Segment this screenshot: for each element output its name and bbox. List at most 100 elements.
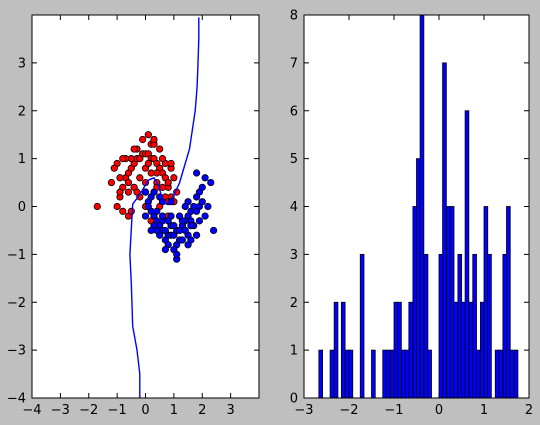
histogram-bar: [348, 349, 354, 399]
histogram-bar: [393, 301, 399, 399]
class1-point: [210, 226, 218, 235]
hist-y-tick-label: 8: [290, 9, 298, 24]
class1-point: [207, 178, 215, 187]
histogram-bar: [408, 301, 413, 399]
class1-point: [161, 245, 169, 254]
scatter-axes: −4 −3 −2 −1 0 1 2 3 −4 −3 −2 −1 0 1 2 3: [7, 14, 260, 418]
hist-y-tick-label: 4: [290, 200, 298, 215]
scatter-y-tick-label: 3: [18, 56, 26, 71]
scatter-x-tick-label: 0: [141, 403, 149, 418]
histogram-bar: [479, 301, 485, 399]
scatter-y-tick-label: −2: [7, 296, 26, 311]
class0-point: [164, 178, 172, 187]
histogram-bar: [371, 349, 376, 399]
histogram-bar: [449, 206, 455, 399]
hist-y-tick-label: 1: [290, 344, 298, 359]
hist-y-tick-label: 2: [290, 296, 298, 311]
scatter-x-tick-label: 1: [170, 403, 178, 418]
class0-point: [127, 207, 135, 215]
class1-point: [198, 198, 206, 206]
scatter-data-layer: [93, 17, 218, 398]
class0-point: [107, 178, 116, 187]
class1-point: [187, 222, 195, 230]
class1-point: [181, 226, 189, 235]
scatter-x-tick-label: −1: [108, 403, 127, 418]
class1-point: [195, 217, 204, 225]
class0-point: [113, 202, 121, 211]
histogram-bar: [442, 62, 447, 399]
class0-point: [167, 159, 175, 168]
class0-point: [156, 145, 164, 153]
class0-point: [130, 145, 138, 153]
class0-point: [150, 135, 158, 144]
class0-point: [124, 178, 133, 187]
histogram-bar: [419, 14, 425, 399]
class1-point: [204, 202, 212, 211]
histogram-bar: [359, 253, 365, 399]
histogram-bar: [427, 349, 432, 399]
histogram-bar: [318, 349, 323, 399]
class0-point: [119, 207, 127, 215]
class0-point: [147, 169, 155, 177]
class0-point: [139, 135, 147, 144]
class0-point: [170, 174, 178, 182]
hist-x-tick-label: 1: [480, 403, 488, 418]
scatter-y-tick-label: −3: [7, 344, 26, 359]
hist-y-tick-label: 7: [290, 56, 298, 71]
class1-point: [150, 188, 158, 196]
class1-point: [178, 236, 186, 244]
class1-point: [175, 212, 184, 220]
histogram-bar: [509, 349, 515, 399]
hist-y-tick-label: 6: [290, 104, 298, 119]
class1-point: [147, 226, 155, 235]
histogram-bar: [404, 349, 410, 399]
hist-x-tick-label: −1: [384, 403, 403, 418]
histogram-bar: [382, 349, 387, 399]
class1-point: [141, 212, 150, 220]
histogram-bar: [438, 253, 444, 399]
class0-point: [158, 155, 167, 163]
histogram-bar: [401, 349, 406, 399]
histogram-bar: [329, 349, 335, 399]
class1-point: [173, 250, 181, 258]
histogram-bar: [385, 349, 391, 399]
class1-point: [144, 202, 152, 211]
class1-point: [187, 236, 195, 244]
histogram-bar: [513, 349, 519, 399]
histogram-bar: [487, 253, 492, 399]
histogram-bar: [453, 301, 458, 399]
histogram-axes: −3 −2 −1 0 1 2 0 1 2 3 4 5 6 7 8: [290, 9, 533, 419]
class1-point: [192, 169, 201, 177]
class1-point: [198, 183, 206, 191]
histogram-bar: [340, 301, 346, 399]
hist-y-tick-label: 3: [290, 248, 298, 263]
class0-point: [116, 174, 124, 182]
histogram-bar: [333, 301, 339, 399]
scatter-y-tick-label: 2: [18, 104, 26, 119]
scatter-frame: [31, 14, 260, 399]
class1-point: [164, 217, 172, 225]
scatter-y-tick-label: 1: [18, 152, 26, 167]
histogram-bar: [389, 349, 395, 399]
class1-point: [201, 174, 209, 182]
scatter-y-tick-label: −1: [7, 248, 26, 263]
class1-point: [192, 207, 201, 215]
class1-point: [170, 222, 178, 230]
histogram-bar: [472, 253, 477, 399]
scatter-x-tick-label: −3: [51, 403, 70, 418]
hist-y-tick-label: 0: [290, 392, 298, 407]
class1-point: [153, 207, 161, 215]
class0-point: [93, 202, 101, 211]
hist-x-tick-label: 2: [525, 403, 533, 418]
class0-point: [144, 159, 152, 168]
histogram-bar: [464, 110, 470, 399]
class1-point: [141, 188, 150, 196]
histogram-bar: [468, 301, 474, 399]
histogram-bar: [483, 206, 489, 399]
class0-point: [144, 131, 152, 139]
histogram-bar: [416, 158, 421, 399]
histogram-bar: [397, 301, 402, 399]
scatter-y-tick-label: 0: [18, 200, 26, 215]
histogram-bar: [412, 206, 418, 399]
